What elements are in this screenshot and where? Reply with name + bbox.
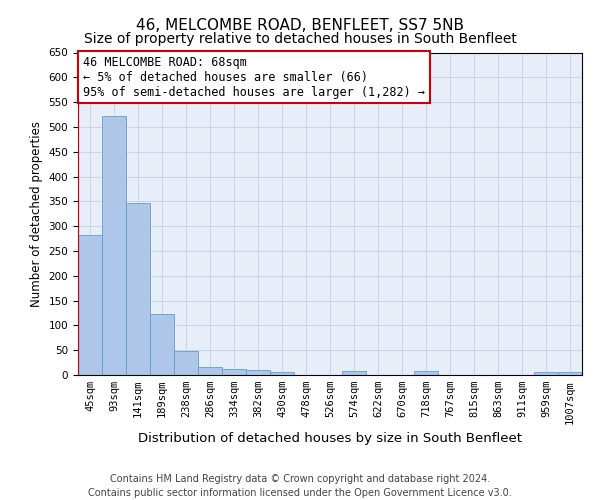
Bar [198,366,222,375]
Text: Size of property relative to detached houses in South Benfleet: Size of property relative to detached ho… [83,32,517,46]
X-axis label: Distribution of detached houses by size in South Benfleet: Distribution of detached houses by size … [138,432,522,445]
Bar [150,314,174,375]
Bar [414,371,438,375]
Bar [126,203,150,375]
Bar [102,116,126,375]
Bar [270,372,294,375]
Bar [342,371,366,375]
Bar [534,372,558,375]
Bar [174,351,198,375]
Text: 46, MELCOMBE ROAD, BENFLEET, SS7 5NB: 46, MELCOMBE ROAD, BENFLEET, SS7 5NB [136,18,464,32]
Y-axis label: Number of detached properties: Number of detached properties [30,120,43,306]
Bar [78,234,102,375]
Bar [222,369,246,375]
Text: Contains HM Land Registry data © Crown copyright and database right 2024.
Contai: Contains HM Land Registry data © Crown c… [88,474,512,498]
Bar [246,370,270,375]
Bar [558,372,582,375]
Text: 46 MELCOMBE ROAD: 68sqm
← 5% of detached houses are smaller (66)
95% of semi-det: 46 MELCOMBE ROAD: 68sqm ← 5% of detached… [83,56,425,98]
